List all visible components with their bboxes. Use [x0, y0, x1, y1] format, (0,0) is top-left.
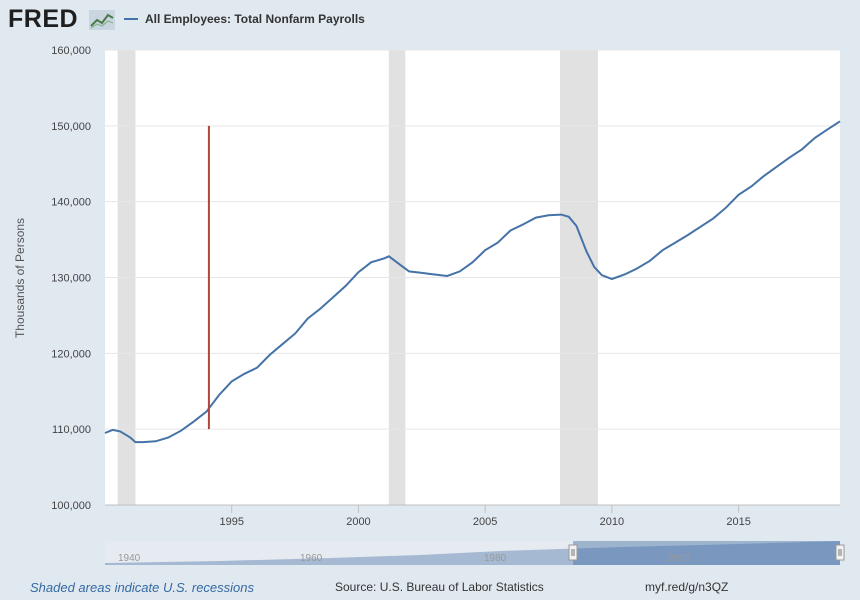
header: FRED All Employees: Total Nonfarm Payrol… — [0, 0, 860, 40]
series-line — [104, 120, 841, 444]
navigator-handle-right[interactable] — [835, 544, 845, 561]
y-tick-labels: 100,000 110,000 120,000 130,000 140,000 150,0… — [51, 45, 91, 512]
y-tick-label: 160,000 — [51, 45, 91, 57]
y-tick-label: 100,000 — [51, 500, 91, 512]
x-tick-label: 1995 — [219, 516, 243, 528]
navigator-selected-range — [573, 541, 840, 565]
y-tick-label: 130,000 — [51, 273, 91, 285]
source-text: Source: U.S. Bureau of Labor Statistics — [335, 580, 544, 594]
y-tick-label: 150,000 — [51, 121, 91, 133]
x-tick-labels: 1995 2000 2005 2010 2015 — [219, 505, 751, 528]
legend: All Employees: Total Nonfarm Payrolls — [124, 10, 365, 28]
y-axis-label: Thousands of Persons — [13, 218, 27, 338]
x-tick-label: 2005 — [473, 516, 497, 528]
x-tick-label: 2015 — [726, 516, 750, 528]
fred-chart-icon — [89, 10, 115, 30]
navigator-handle-left[interactable] — [568, 544, 578, 561]
navigator-label: 1940 — [118, 553, 141, 564]
y-tick-label: 140,000 — [51, 197, 91, 209]
recession-note-link[interactable]: Shaded areas indicate U.S. recessions — [30, 580, 255, 595]
short-link[interactable]: myf.red/g/n3QZ — [645, 580, 729, 594]
legend-swatch — [124, 18, 138, 20]
y-tick-label: 120,000 — [51, 348, 91, 360]
y-tick-label: 110,000 — [52, 424, 91, 436]
navigator-series-area — [105, 541, 840, 565]
legend-label: All Employees: Total Nonfarm Payrolls — [145, 12, 365, 26]
grid-lines — [105, 49, 840, 430]
navigator[interactable]: 1940 1960 1980 2000 — [105, 541, 845, 565]
navigator-label: 2000 — [668, 553, 691, 564]
x-tick-label: 2000 — [346, 516, 370, 528]
navigator-label: 1960 — [300, 553, 323, 564]
x-tick-label: 2010 — [600, 516, 624, 528]
navigator-label: 1980 — [484, 553, 507, 564]
fred-logo[interactable]: FRED — [8, 5, 79, 33]
